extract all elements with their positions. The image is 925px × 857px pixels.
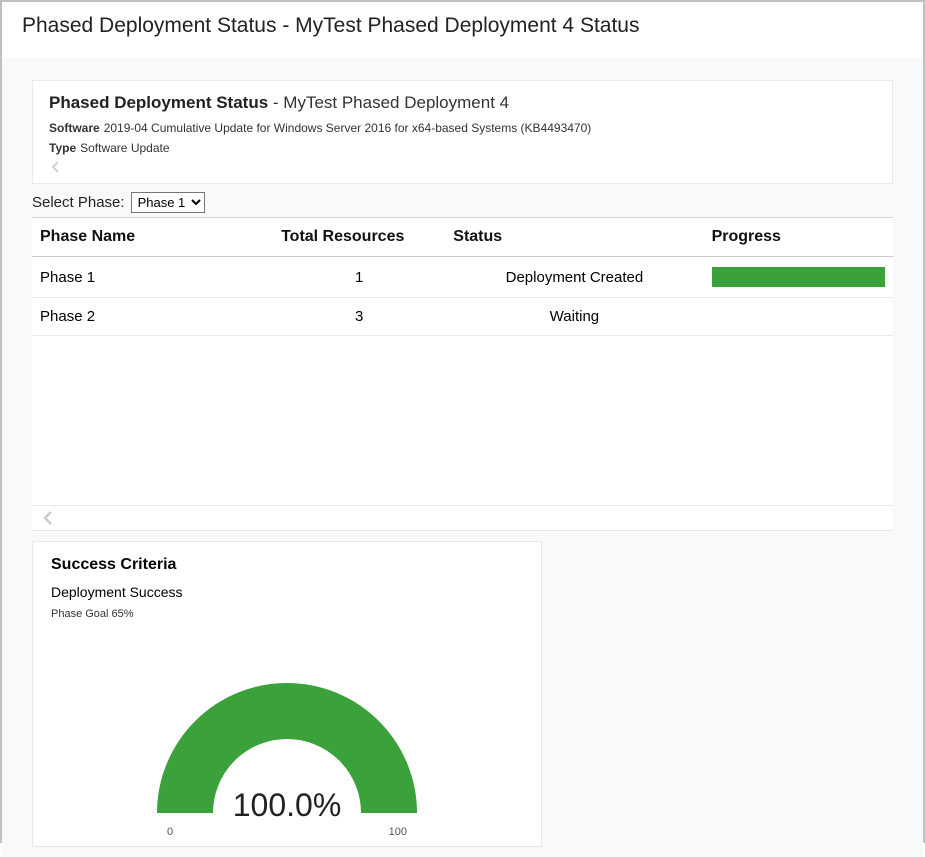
cell-progress: [704, 298, 893, 336]
cell-total-resources: 1: [273, 257, 445, 298]
gauge-min-label: 0: [167, 826, 173, 838]
cell-phase-name: Phase 1: [32, 257, 273, 298]
gauge-max-label: 100: [389, 826, 407, 838]
info-title-name: MyTest Phased Deployment 4: [283, 93, 509, 112]
cell-progress: [704, 257, 893, 298]
col-header-status[interactable]: Status: [445, 218, 703, 257]
info-title-sep: -: [268, 93, 283, 112]
info-software-label: Software: [49, 121, 100, 135]
content-area: Phased Deployment Status - MyTest Phased…: [2, 58, 923, 857]
cell-status: Waiting: [445, 298, 703, 336]
criteria-title: Success Criteria: [51, 556, 523, 574]
table-row[interactable]: Phase 23Waiting: [32, 298, 893, 336]
phase-select[interactable]: Phase 1Phase 2: [131, 192, 205, 213]
info-panel-title: Phased Deployment Status - MyTest Phased…: [49, 93, 876, 113]
gauge-value-text: 100.0%: [97, 787, 477, 824]
success-criteria-card: Success Criteria Deployment Success Phas…: [32, 541, 542, 847]
page-title: Phased Deployment Status - MyTest Phased…: [2, 2, 923, 58]
info-software-value: 2019-04 Cumulative Update for Windows Se…: [104, 121, 592, 135]
table-row[interactable]: Phase 11Deployment Created: [32, 257, 893, 298]
phase-table-header-row: Phase Name Total Resources Status Progre…: [32, 218, 893, 257]
cell-phase-name: Phase 2: [32, 298, 273, 336]
info-type-value: Software Update: [80, 141, 169, 155]
criteria-goal: Phase Goal 65%: [51, 608, 523, 620]
info-panel: Phased Deployment Status - MyTest Phased…: [32, 80, 893, 184]
info-type-label: Type: [49, 141, 76, 155]
phase-table: Phase Name Total Resources Status Progre…: [32, 217, 893, 336]
table-empty-space: [32, 336, 893, 506]
gauge-chart: 100.0% 0 100: [97, 628, 477, 838]
col-header-progress[interactable]: Progress: [704, 218, 893, 257]
info-software-row: Software 2019-04 Cumulative Update for Wi…: [49, 121, 876, 135]
info-title-bold: Phased Deployment Status: [49, 93, 268, 112]
phase-select-row: Select Phase: Phase 1Phase 2: [32, 184, 893, 217]
cell-status: Deployment Created: [445, 257, 703, 298]
scroll-left-icon[interactable]: [32, 506, 893, 531]
progress-bar: [712, 267, 885, 287]
cell-total-resources: 3: [273, 298, 445, 336]
phase-select-label: Select Phase:: [32, 194, 125, 211]
col-header-total-resources[interactable]: Total Resources: [273, 218, 445, 257]
info-type-row: Type Software Update: [49, 141, 876, 155]
criteria-subtitle: Deployment Success: [51, 584, 523, 600]
chevron-left-icon[interactable]: [49, 161, 876, 177]
col-header-phase-name[interactable]: Phase Name: [32, 218, 273, 257]
